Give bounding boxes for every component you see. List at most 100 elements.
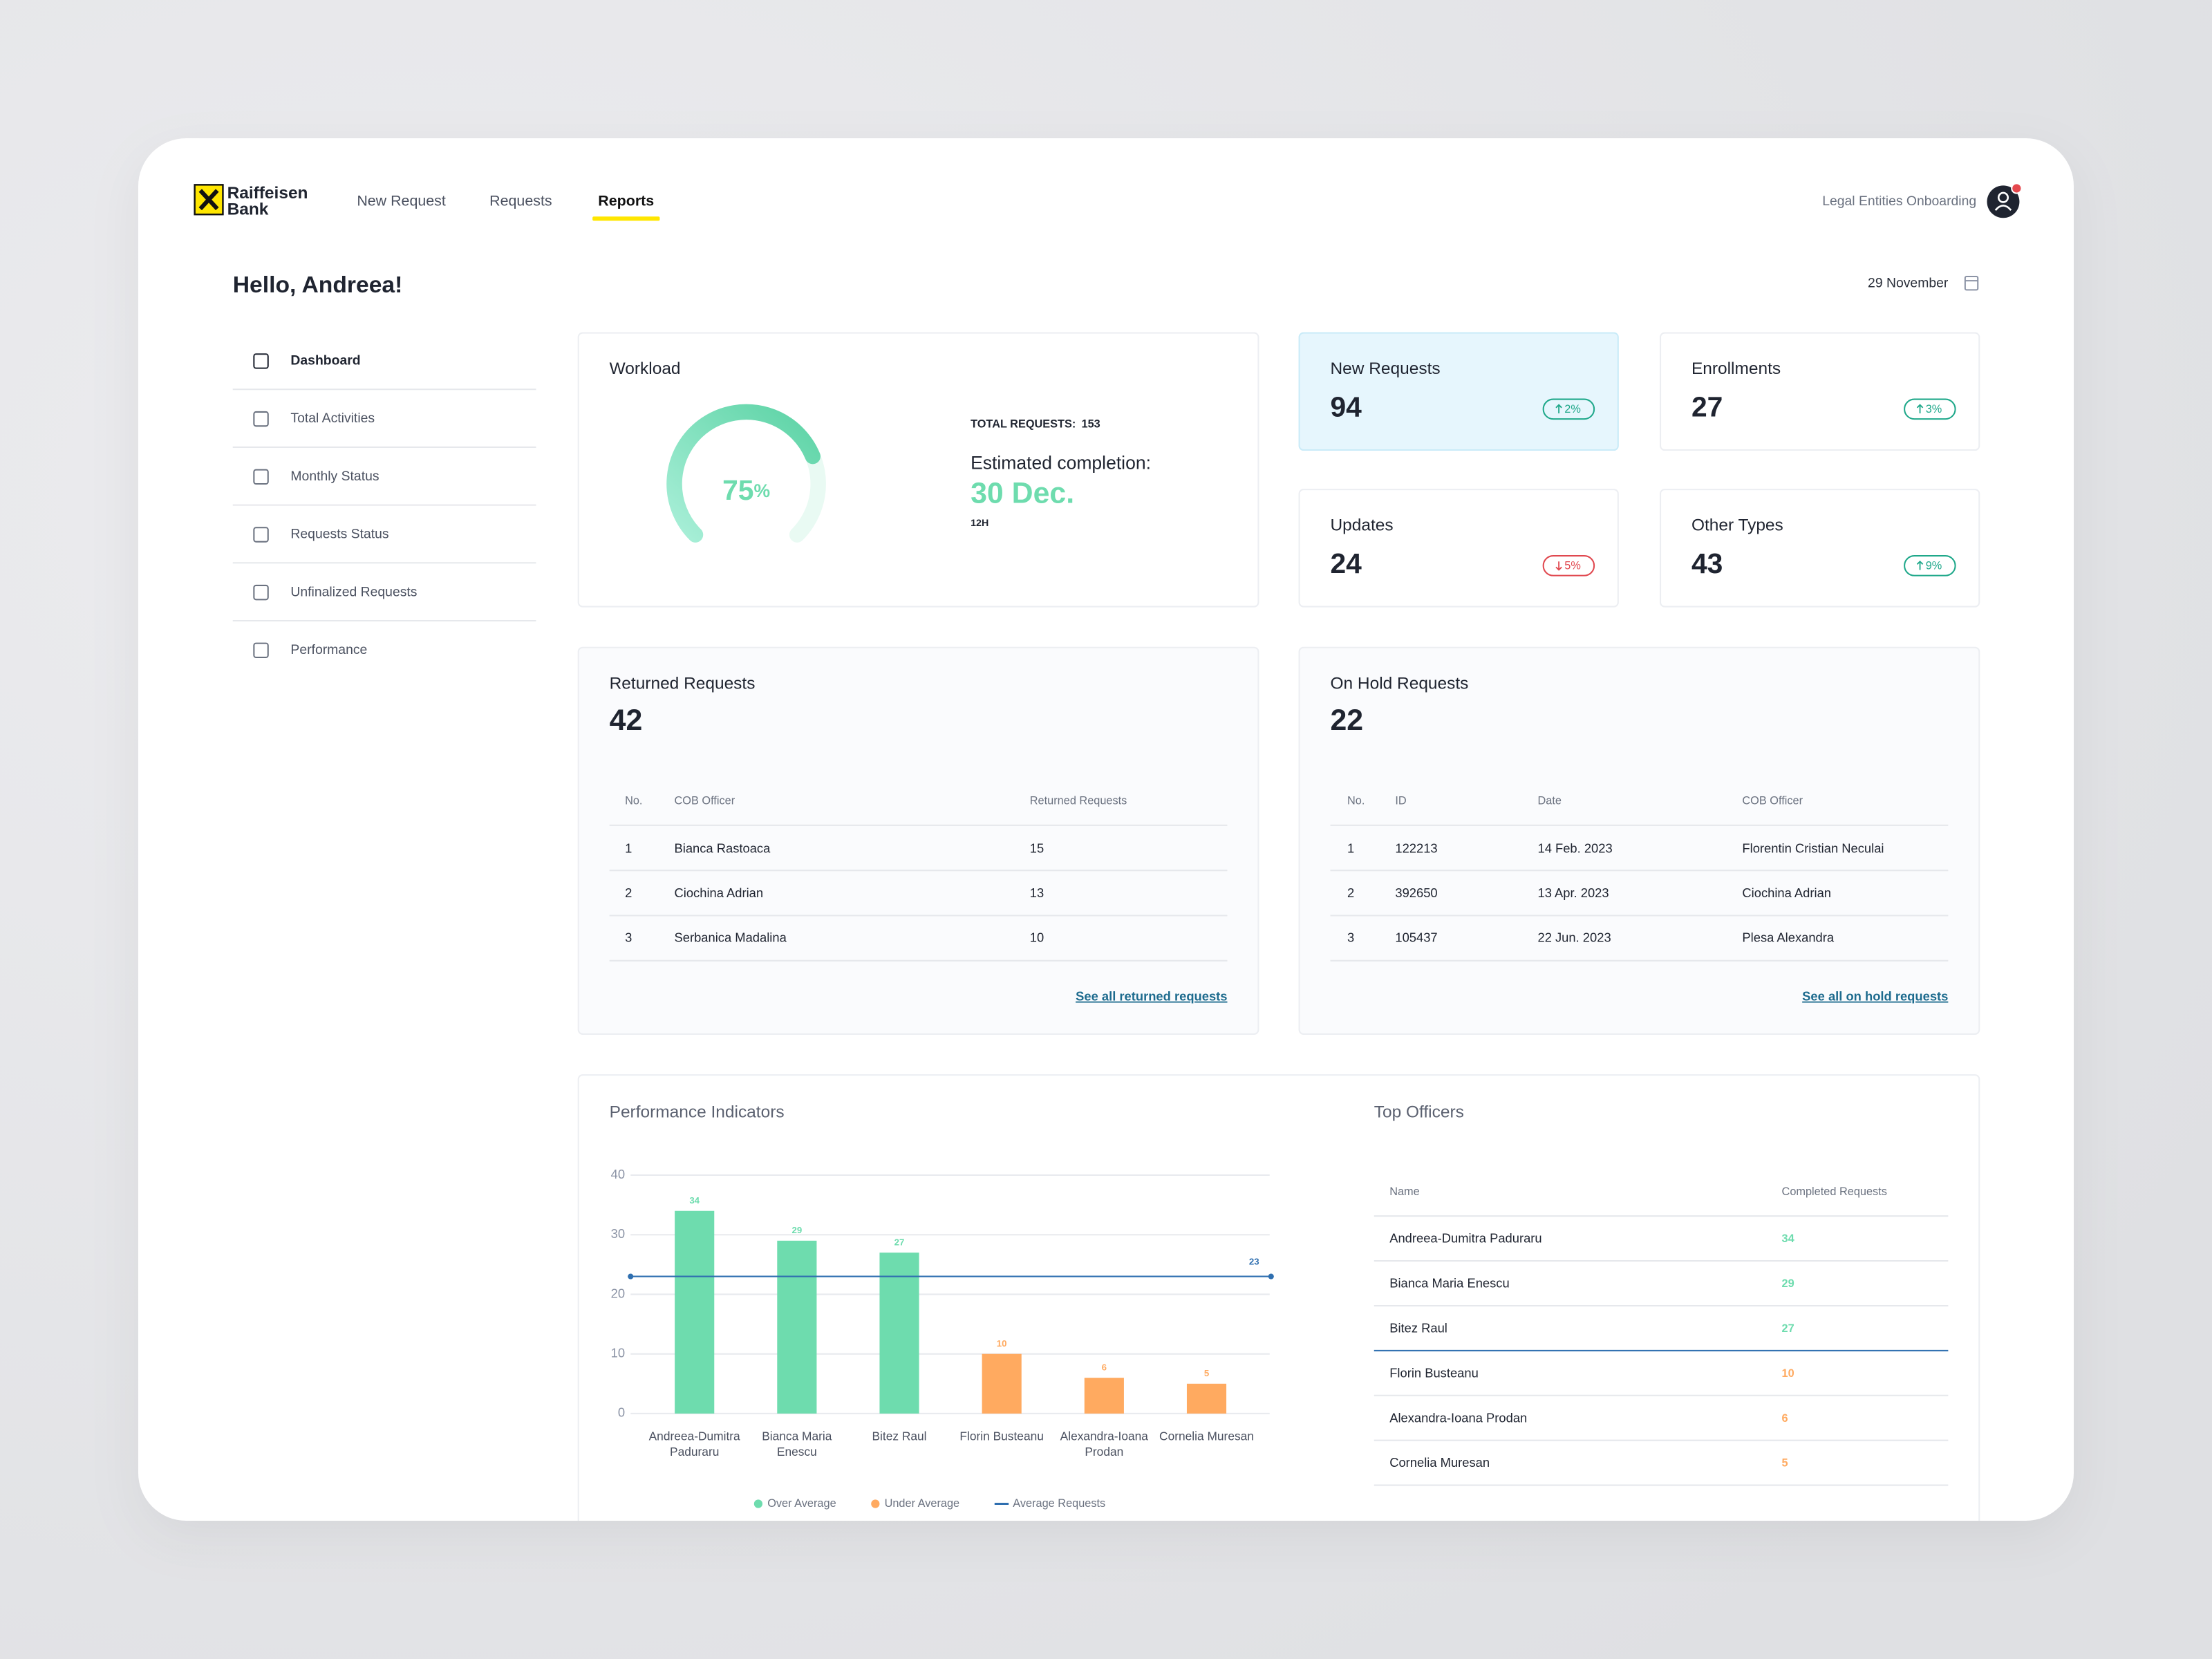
- table-cell: 122213: [1395, 841, 1437, 855]
- table-cell: 2: [625, 885, 632, 900]
- bar: [1186, 1383, 1227, 1414]
- legend-label: Under Average: [885, 1497, 960, 1510]
- y-tick-label: 30: [611, 1226, 625, 1241]
- chart-title: Performance Indicators: [610, 1103, 785, 1122]
- active-underline: [592, 216, 660, 221]
- officer-name: Bianca Maria Enescu: [1389, 1276, 1509, 1291]
- nav-link[interactable]: New Request: [357, 192, 446, 209]
- column-header: No.: [625, 794, 642, 807]
- x-tick-label: Bitez Raul: [872, 1429, 927, 1443]
- gauge-unit: %: [753, 480, 770, 501]
- column-header: ID: [1395, 794, 1406, 807]
- sidebar-icon: [253, 353, 269, 369]
- x-tick-label: Alexandra-Ioana Prodan: [1060, 1429, 1148, 1459]
- change-badge: [1542, 555, 1595, 577]
- table-cell: Bianca Rastoaca: [675, 841, 771, 855]
- completed-requests: 27: [1782, 1322, 1794, 1335]
- card-title: Returned Requests: [610, 674, 756, 693]
- avatar-body: [1994, 205, 2012, 211]
- legend-marker: [871, 1499, 880, 1508]
- table-cell: 13: [1030, 885, 1044, 900]
- sidebar-item[interactable]: Dashboard: [290, 353, 360, 368]
- officer-name: Andreea-Dumitra Paduraru: [1389, 1231, 1541, 1246]
- change-badge: [1904, 555, 1956, 577]
- column-header: Name: [1389, 1185, 1420, 1198]
- change-arrow: [1916, 560, 1924, 570]
- card-title: Top Officers: [1374, 1103, 1464, 1122]
- table-cell: 15: [1030, 841, 1044, 855]
- sidebar-item[interactable]: Requests Status: [290, 527, 388, 542]
- stat-card: [1298, 489, 1619, 608]
- gauge-fill: [666, 404, 821, 543]
- estimate-time: 12H: [971, 518, 988, 529]
- workload-card: [577, 332, 1259, 608]
- x-tick-label: Cornelia Muresan: [1159, 1429, 1254, 1443]
- change-badge: [1542, 398, 1595, 420]
- table-cell: Ciochina Adrian: [1742, 885, 1831, 900]
- date: 29 November: [1868, 275, 1949, 290]
- table-cell: 22 Jun. 2023: [1537, 930, 1611, 944]
- bar-value-label: 10: [997, 1338, 1007, 1349]
- gauge-value: 75%: [722, 474, 770, 506]
- change-value: 3%: [1926, 403, 1942, 415]
- stat-card: [1298, 332, 1619, 451]
- completed-requests: 5: [1782, 1457, 1788, 1470]
- change-arrow: [1916, 404, 1924, 413]
- table-cell: 13 Apr. 2023: [1537, 885, 1609, 900]
- bar-value-label: 27: [894, 1237, 905, 1247]
- column-header: Completed Requests: [1782, 1185, 1887, 1198]
- change-value: 5%: [1564, 560, 1581, 572]
- card-total: 42: [610, 704, 643, 737]
- legend-label: Average Requests: [1013, 1497, 1105, 1510]
- legend-marker: [753, 1499, 763, 1508]
- logo-text: Bank: [227, 200, 269, 219]
- sidebar-item[interactable]: Performance: [290, 642, 367, 657]
- see-all-link[interactable]: See all on hold requests: [1802, 989, 1948, 1004]
- table-cell: Florentin Cristian Neculai: [1742, 841, 1884, 855]
- sidebar-icon: [253, 527, 269, 543]
- table-card: [1298, 646, 1980, 1035]
- see-all-link[interactable]: See all returned requests: [1076, 989, 1227, 1004]
- bar-value-label: 6: [1102, 1362, 1107, 1372]
- sidebar-item[interactable]: Unfinalized Requests: [290, 584, 417, 599]
- stat-title: New Requests: [1330, 359, 1440, 378]
- change-arrow: [1555, 404, 1562, 413]
- nav-link[interactable]: Reports: [598, 192, 654, 209]
- y-tick-label: 10: [611, 1346, 625, 1360]
- sidebar-item[interactable]: Monthly Status: [290, 469, 379, 484]
- legend-label: Over Average: [767, 1497, 836, 1510]
- table-cell: 2: [1347, 885, 1354, 900]
- table-cell: 105437: [1395, 930, 1437, 944]
- sidebar-icon: [253, 584, 269, 601]
- sidebar-item[interactable]: Total Activities: [290, 411, 375, 426]
- stat-card: [1660, 489, 1980, 608]
- table-cell: 14 Feb. 2023: [1537, 841, 1612, 855]
- card-title: Workload: [610, 359, 681, 378]
- stat-value: 27: [1691, 391, 1723, 423]
- avatar-head: [1997, 191, 2009, 203]
- table-cell: 3: [625, 930, 632, 944]
- total-requests: TOTAL REQUESTS: 153: [971, 418, 1100, 431]
- gauge-number: 75: [722, 474, 753, 506]
- completed-requests: 6: [1782, 1412, 1788, 1425]
- logo-cross: [198, 189, 219, 211]
- table-cell: 1: [625, 841, 632, 855]
- nav-link[interactable]: Requests: [489, 192, 552, 209]
- change-arrow: [1555, 561, 1562, 571]
- stat-value: 94: [1330, 391, 1362, 423]
- total-label: TOTAL REQUESTS:: [971, 418, 1076, 431]
- y-tick-label: 20: [611, 1286, 625, 1300]
- x-tick-label: Andreea-Dumitra Paduraru: [648, 1429, 740, 1459]
- card-total: 22: [1330, 704, 1363, 737]
- change-badge: [1904, 398, 1956, 420]
- total-value: 153: [1082, 418, 1100, 431]
- sidebar-icon: [253, 469, 269, 485]
- calendar-icon[interactable]: [1964, 275, 1979, 291]
- y-tick-label: 0: [618, 1405, 625, 1420]
- stat-title: Other Types: [1691, 516, 1783, 535]
- bar-value-label: 29: [791, 1225, 802, 1235]
